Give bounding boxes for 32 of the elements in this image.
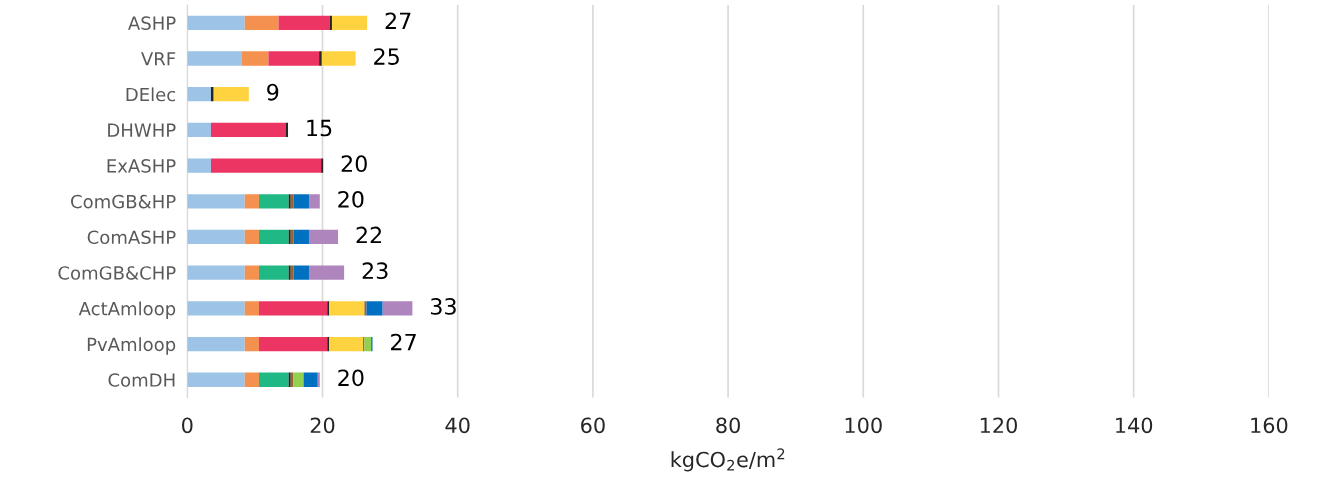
x-tick-label: 100 <box>845 417 882 434</box>
x-tick-label: 140 <box>1116 417 1153 434</box>
total-label: 23 <box>362 262 388 280</box>
total-label: 25 <box>374 48 399 65</box>
y-tick-label: DElec <box>126 87 176 102</box>
total-label: 9 <box>267 83 279 101</box>
x-tick-label: 20 <box>310 417 335 434</box>
y-tick-label: ComGB&HP <box>71 194 176 209</box>
x-tick-label: 160 <box>1251 417 1288 434</box>
y-tick-label: ComDH <box>108 373 175 387</box>
x-tick-label: 40 <box>445 417 470 434</box>
y-tick-label: PvAmloop <box>87 337 176 355</box>
total-label: 27 <box>391 333 416 351</box>
y-tick-label: ComGB&CHP <box>58 266 176 280</box>
x-tick-label: 0 <box>182 417 193 434</box>
y-tick-label: DHWHP <box>108 123 176 137</box>
x-tick-label: 60 <box>581 417 605 434</box>
y-tick-label: ASHP <box>128 16 176 30</box>
y-tick-label: ComASHP <box>87 230 176 245</box>
x-tick-label: 120 <box>980 417 1017 434</box>
total-label: 20 <box>341 155 367 173</box>
x-axis-title: kgCO$_{2}$e/m$^{2}$ <box>671 448 785 472</box>
total-label: 27 <box>385 12 411 29</box>
y-tick-label: ExASHP <box>107 159 176 173</box>
total-label: 15 <box>307 119 332 137</box>
x-tick-label: 80 <box>716 417 740 434</box>
y-tick-label: VRF <box>141 52 176 66</box>
total-label: 33 <box>431 298 456 315</box>
total-label: 20 <box>338 369 364 387</box>
total-label: 22 <box>356 226 381 244</box>
y-tick-label: ActAmloop <box>78 301 176 319</box>
total-label: 20 <box>338 190 364 208</box>
